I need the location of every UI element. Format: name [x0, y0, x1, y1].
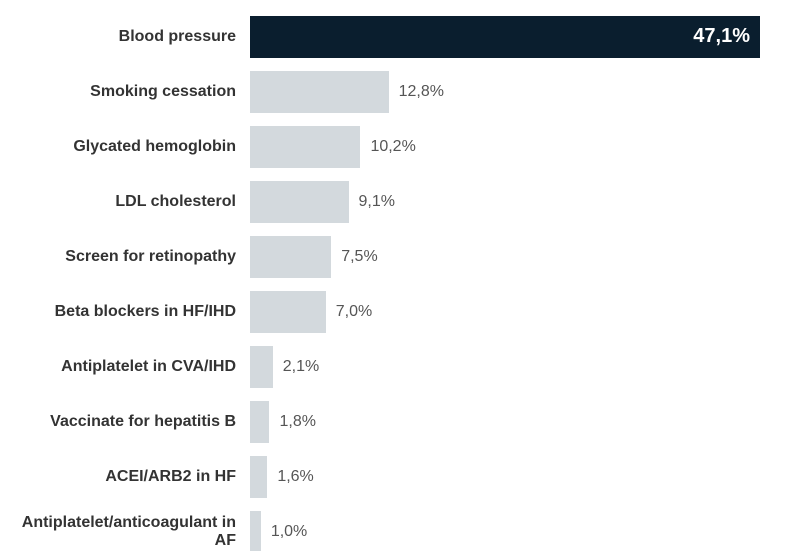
value-label: 9,1% [359, 193, 395, 211]
bar-row: ACEI/ARB2 in HF 1,6% [0, 452, 787, 501]
bar-track: 1,6% [250, 452, 787, 501]
bar [250, 401, 269, 443]
bar [250, 291, 326, 333]
bar [250, 456, 267, 498]
bar-track: 47,1% [250, 12, 787, 61]
bar-track: 10,2% [250, 122, 787, 171]
bar-highlight: 47,1% [250, 16, 760, 58]
category-label: Blood pressure [0, 28, 250, 46]
bar-row: Glycated hemoglobin 10,2% [0, 122, 787, 171]
bar-track: 9,1% [250, 177, 787, 226]
bar-row: Vaccinate for hepatitis B 1,8% [0, 397, 787, 446]
value-label: 47,1% [693, 25, 750, 48]
category-label: Antiplatelet in CVA/IHD [0, 358, 250, 376]
bar-track: 7,0% [250, 287, 787, 336]
bar-track: 7,5% [250, 232, 787, 281]
horizontal-bar-chart: Blood pressure 47,1% Smoking cessation 12,8… [0, 0, 787, 551]
bar [250, 126, 360, 168]
value-label: 12,8% [399, 83, 444, 101]
bar [250, 511, 261, 551]
bar [250, 71, 389, 113]
category-label: Beta blockers in HF/IHD [0, 303, 250, 321]
bar [250, 181, 349, 223]
bar-row: Antiplatelet/anticoagulant in AF 1,0% [0, 507, 787, 551]
value-label: 1,8% [279, 413, 315, 431]
value-label: 1,6% [277, 468, 313, 486]
bar-row: LDL cholesterol 9,1% [0, 177, 787, 226]
bar-row: Screen for retinopathy 7,5% [0, 232, 787, 281]
bar-row: Smoking cessation 12,8% [0, 67, 787, 116]
bar-row: Blood pressure 47,1% [0, 12, 787, 61]
category-label: Vaccinate for hepatitis B [0, 413, 250, 431]
category-label: Glycated hemoglobin [0, 138, 250, 156]
category-label: Antiplatelet/anticoagulant in AF [0, 514, 250, 550]
category-label: ACEI/ARB2 in HF [0, 468, 250, 486]
bar-track: 1,0% [250, 507, 787, 551]
bar-track: 12,8% [250, 67, 787, 116]
value-label: 7,0% [336, 303, 372, 321]
bar [250, 236, 331, 278]
bar-row: Antiplatelet in CVA/IHD 2,1% [0, 342, 787, 391]
bar-track: 1,8% [250, 397, 787, 446]
value-label: 2,1% [283, 358, 319, 376]
bar-row: Beta blockers in HF/IHD 7,0% [0, 287, 787, 336]
category-label: Smoking cessation [0, 83, 250, 101]
category-label: LDL cholesterol [0, 193, 250, 211]
bar-track: 2,1% [250, 342, 787, 391]
bar [250, 346, 273, 388]
value-label: 1,0% [271, 523, 307, 541]
value-label: 7,5% [341, 248, 377, 266]
category-label: Screen for retinopathy [0, 248, 250, 266]
value-label: 10,2% [370, 138, 415, 156]
